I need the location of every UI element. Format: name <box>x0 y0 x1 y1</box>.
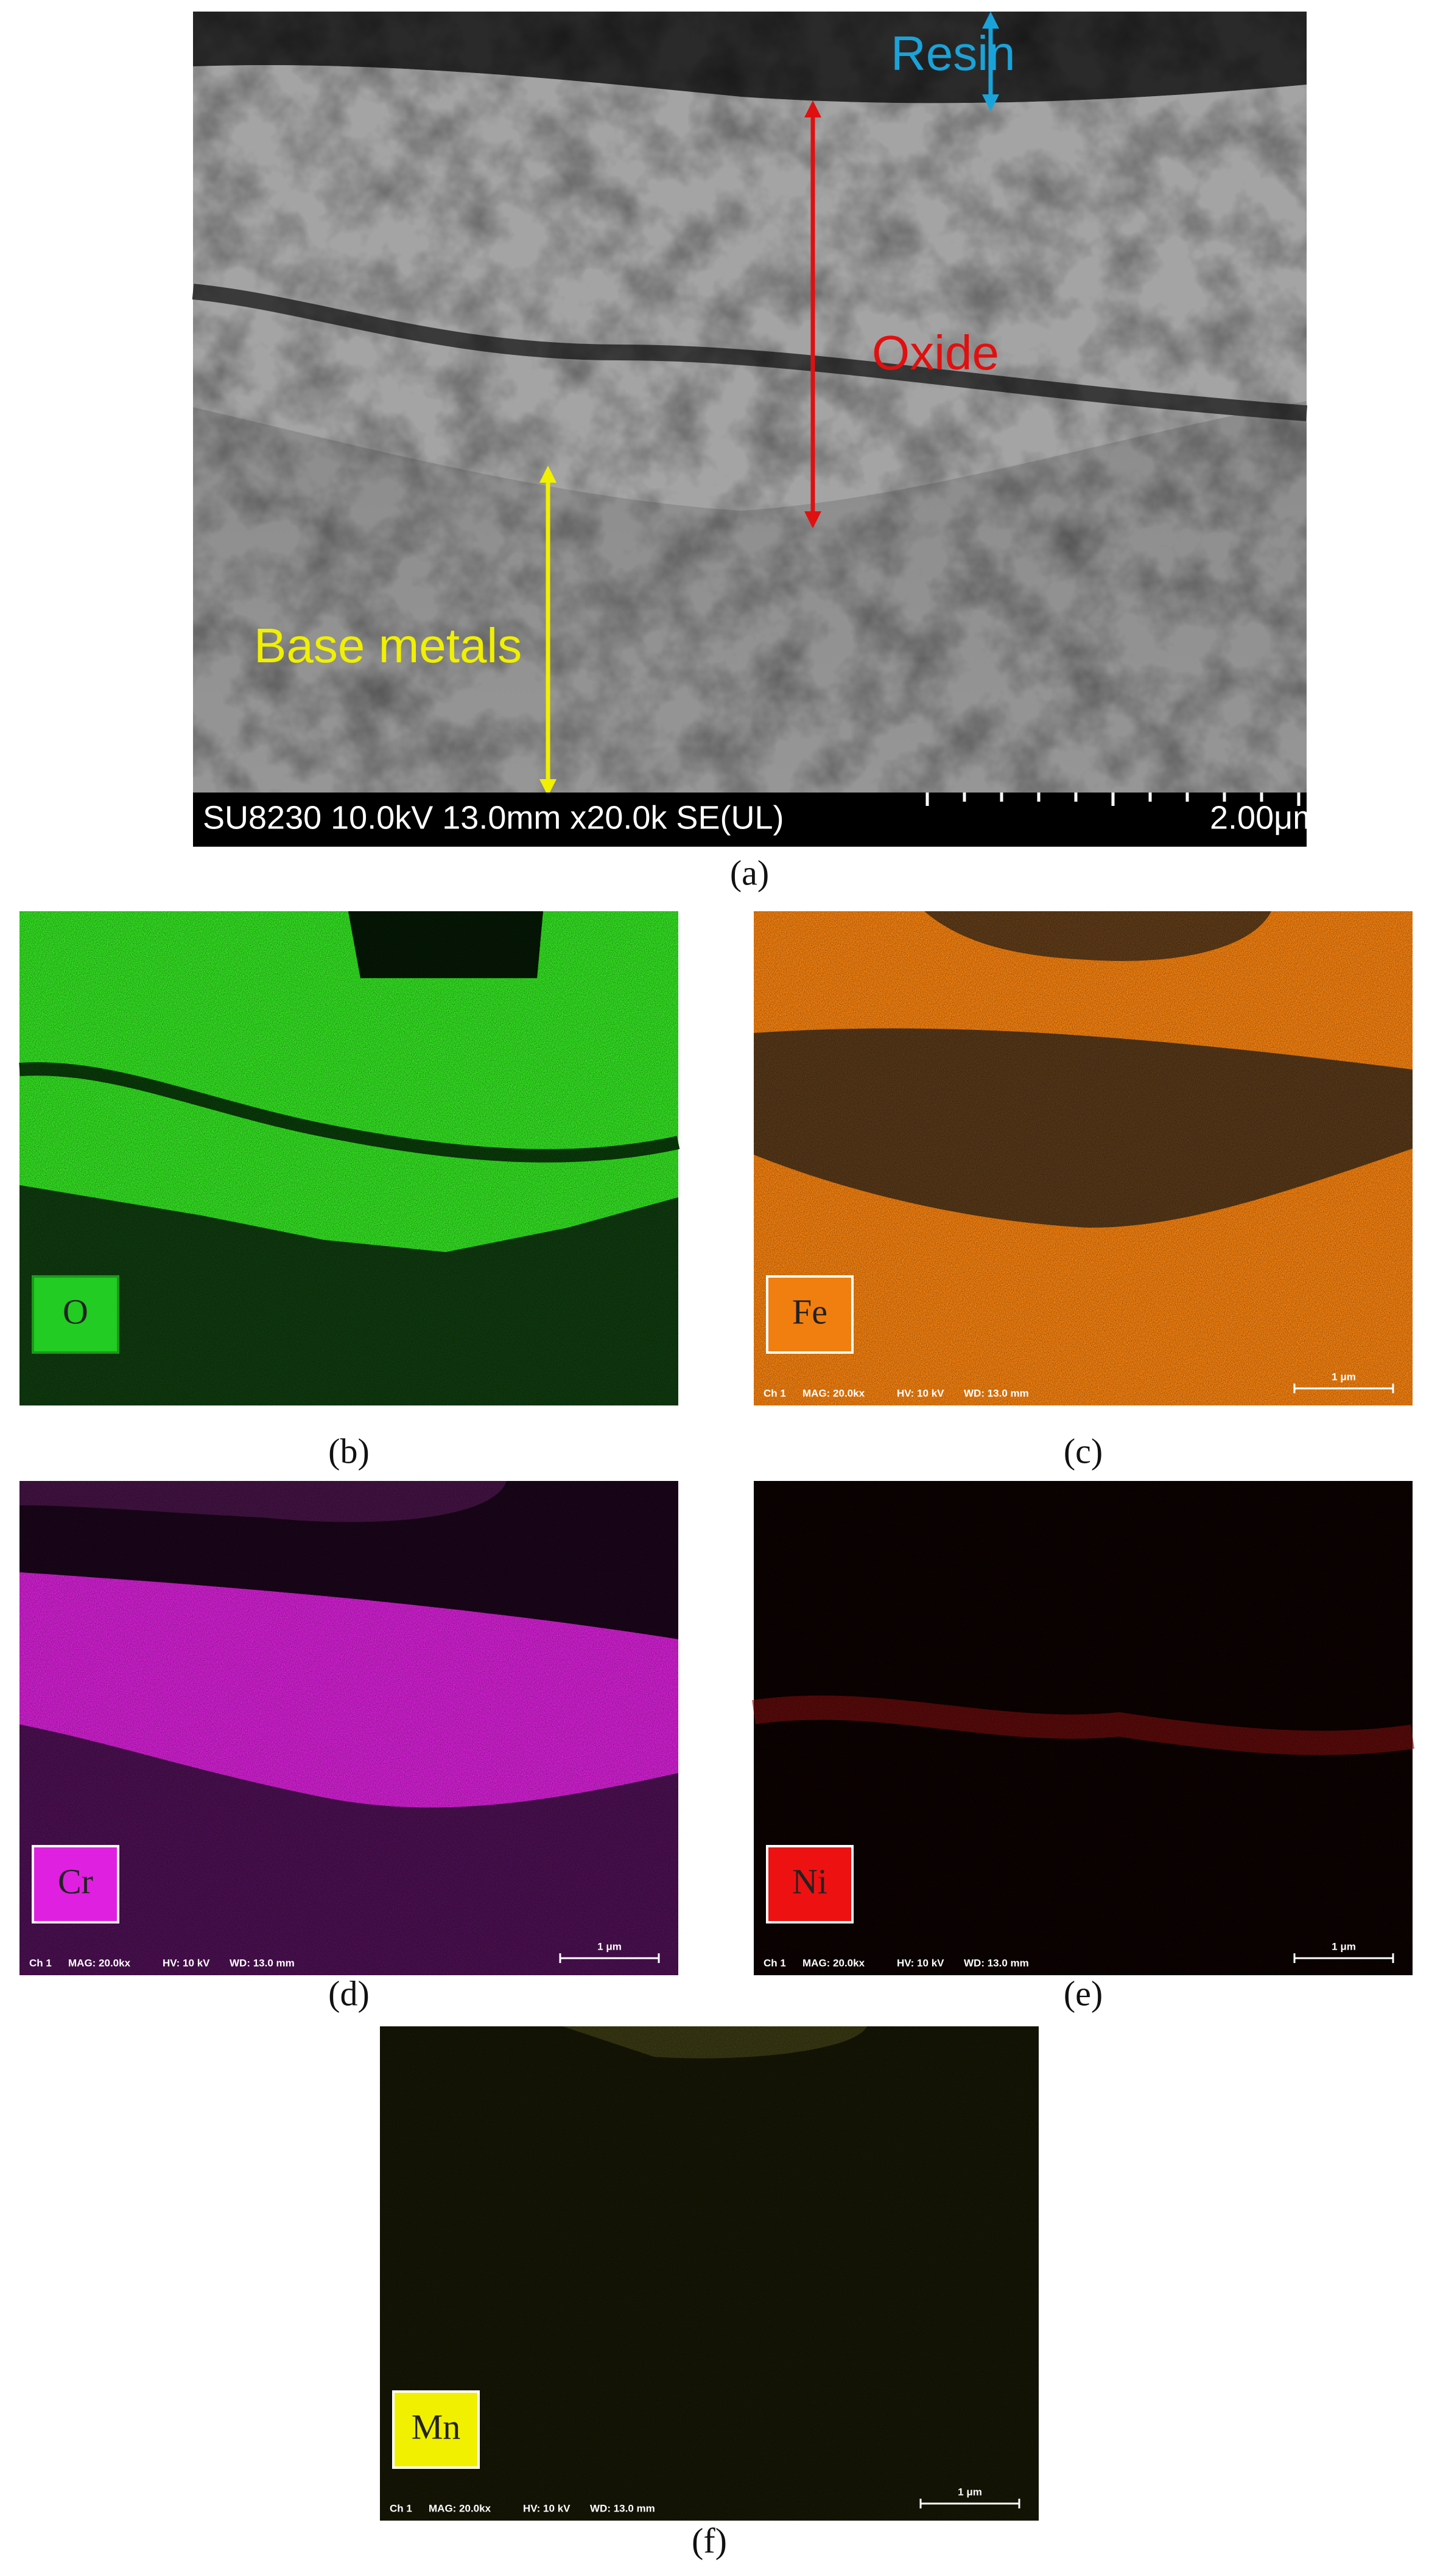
footer-text: Ch 1 <box>29 1957 52 1969</box>
scale-label: 1 μm <box>1332 1941 1356 1952</box>
eds-map: Mn Ch 1 MAG: 20.0kx HV: 10 kV WD: 13.0 mm 1 μ… <box>380 2026 1039 2521</box>
footer-text: HV: 10 kV <box>897 1957 944 1969</box>
eds-map: Fe Ch 1 MAG: 20.0kx HV: 10 kV WD: 13.0 mm 1 μ… <box>754 911 1413 1405</box>
footer-text: MAG: 20.0kx <box>802 1387 865 1399</box>
footer-text: MAG: 20.0kx <box>68 1957 131 1969</box>
element-label: Fe <box>792 1292 827 1331</box>
footer-text: WD: 13.0 mm <box>964 1957 1029 1969</box>
scale-label: 1 μm <box>597 1941 622 1952</box>
caption: (a) <box>730 853 769 892</box>
footer-text: Ch 1 <box>764 1387 786 1399</box>
footer-text: WD: 13.0 mm <box>964 1387 1029 1399</box>
eds-map: Cr Ch 1 MAG: 20.0kx HV: 10 kV WD: 13.0 mm 1 μ… <box>19 1481 678 1975</box>
noise <box>380 2026 1039 2521</box>
element-label: Cr <box>58 1861 93 1901</box>
footer-text: Ch 1 <box>390 2502 412 2514</box>
scale-label: 1 μm <box>1332 1371 1356 1382</box>
noise <box>19 1481 678 1975</box>
element-box <box>392 2390 480 2469</box>
noise <box>754 1481 1413 1975</box>
eds-map: O <box>19 911 680 1405</box>
scale-label: 1 μm <box>958 2486 982 2497</box>
element-box <box>32 1275 119 1354</box>
sem-panel: Resin Oxide Base metals SU8230 10.0kV 13… <box>192 11 1320 847</box>
info-text: SU8230 10.0kV 13.0mm x20.0k SE(UL) <box>203 799 784 836</box>
scale-label: 2.00μm <box>1210 799 1320 836</box>
texture <box>193 12 1307 793</box>
caption: (c) <box>1064 1431 1103 1471</box>
footer-text: HV: 10 kV <box>523 2502 571 2514</box>
oxide-label: Oxide <box>872 326 999 380</box>
element-box <box>32 1845 119 1923</box>
element-box <box>766 1845 854 1923</box>
footer-text: HV: 10 kV <box>163 1957 210 1969</box>
caption: (f) <box>692 2521 727 2560</box>
noise <box>754 911 1413 1405</box>
footer-text: HV: 10 kV <box>897 1387 944 1399</box>
element-label: O <box>63 1292 88 1331</box>
info-bar <box>193 793 1307 847</box>
element-box <box>766 1275 854 1354</box>
footer-text: WD: 13.0 mm <box>590 2502 655 2514</box>
caption: (d) <box>328 1973 370 2013</box>
footer-text: Ch 1 <box>764 1957 786 1969</box>
element-label: Mn <box>412 2407 461 2446</box>
footer-text: WD: 13.0 mm <box>230 1957 295 1969</box>
noise <box>19 911 678 1405</box>
resin-label: Resin <box>891 26 1016 80</box>
element-label: Ni <box>792 1861 827 1901</box>
caption: (e) <box>1064 1973 1103 2013</box>
footer-text: MAG: 20.0kx <box>802 1957 865 1969</box>
caption: (b) <box>328 1431 370 1471</box>
scale-ticks <box>925 793 1301 806</box>
eds-map: Ni Ch 1 MAG: 20.0kx HV: 10 kV WD: 13.0 mm 1 μ… <box>752 1481 1414 1975</box>
footer-text: MAG: 20.0kx <box>429 2502 491 2514</box>
base-label: Base metals <box>254 618 522 673</box>
